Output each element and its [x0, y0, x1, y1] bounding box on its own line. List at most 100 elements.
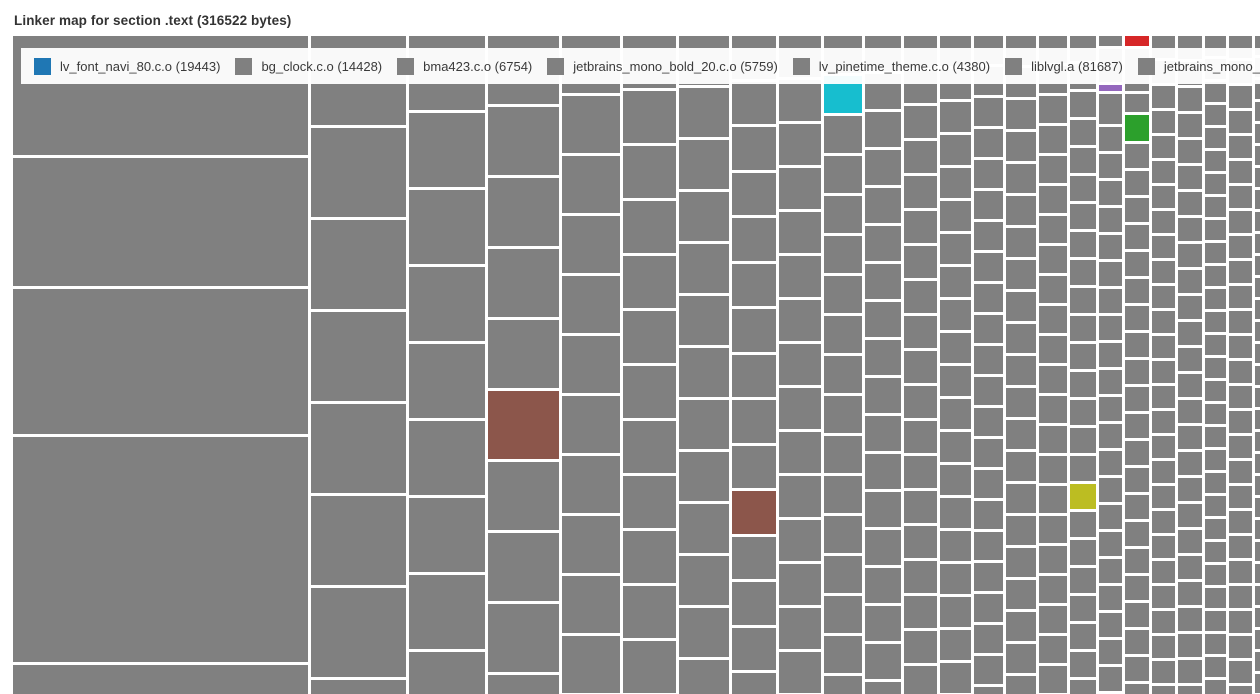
treemap-block[interactable] — [1229, 261, 1252, 283]
treemap-block[interactable] — [488, 462, 559, 530]
treemap-block[interactable] — [1125, 198, 1149, 222]
treemap-block[interactable] — [409, 652, 485, 694]
treemap-block[interactable] — [904, 176, 937, 208]
treemap-block[interactable] — [974, 284, 1003, 312]
treemap-block[interactable] — [1229, 586, 1252, 608]
treemap-block[interactable] — [1229, 611, 1252, 633]
treemap-block[interactable] — [409, 421, 485, 495]
treemap-block[interactable] — [940, 564, 971, 594]
treemap-block[interactable] — [1070, 400, 1096, 425]
treemap-block[interactable] — [562, 276, 620, 333]
treemap-block[interactable] — [974, 98, 1003, 126]
treemap-block[interactable] — [488, 604, 559, 672]
treemap-block[interactable] — [1006, 612, 1036, 641]
treemap-block[interactable] — [1125, 333, 1149, 357]
treemap-block[interactable] — [1205, 82, 1226, 102]
treemap-block[interactable] — [1039, 576, 1067, 603]
treemap-block[interactable] — [1229, 686, 1252, 694]
treemap-block[interactable] — [1125, 94, 1149, 112]
treemap-block[interactable] — [1229, 336, 1252, 358]
treemap-block[interactable] — [1152, 311, 1175, 333]
treemap-block[interactable] — [904, 526, 937, 558]
treemap-block[interactable] — [1229, 386, 1252, 408]
treemap-block[interactable] — [904, 246, 937, 278]
treemap-block[interactable] — [1178, 218, 1202, 241]
treemap-block[interactable] — [1099, 451, 1122, 475]
treemap-block[interactable] — [904, 281, 937, 313]
treemap-block[interactable] — [1099, 289, 1122, 313]
treemap-block[interactable] — [1099, 235, 1122, 259]
treemap-block[interactable] — [974, 656, 1003, 684]
treemap-block[interactable] — [623, 476, 676, 528]
treemap-block[interactable] — [562, 156, 620, 213]
treemap-block[interactable] — [1152, 136, 1175, 158]
treemap-block[interactable] — [1205, 105, 1226, 125]
treemap-block[interactable] — [1125, 387, 1149, 411]
treemap-block[interactable] — [1255, 586, 1260, 605]
treemap-block[interactable] — [1039, 396, 1067, 423]
treemap-block[interactable] — [940, 498, 971, 528]
treemap-block[interactable] — [1205, 588, 1226, 608]
treemap-block[interactable] — [940, 234, 971, 264]
treemap-block[interactable] — [1205, 404, 1226, 424]
treemap-block[interactable] — [1099, 36, 1122, 46]
treemap-block[interactable] — [311, 588, 406, 677]
treemap-block[interactable] — [679, 348, 729, 397]
treemap-block[interactable] — [1255, 542, 1260, 561]
treemap-block[interactable] — [1255, 652, 1260, 671]
treemap-block[interactable] — [1255, 388, 1260, 407]
treemap-block[interactable] — [779, 300, 821, 341]
treemap-block[interactable] — [974, 594, 1003, 622]
treemap-block[interactable] — [1178, 374, 1202, 397]
treemap-block[interactable] — [1178, 504, 1202, 527]
treemap-block[interactable] — [1070, 120, 1096, 145]
treemap-block[interactable] — [1255, 454, 1260, 473]
treemap-block[interactable] — [940, 300, 971, 330]
treemap-block[interactable] — [1178, 582, 1202, 605]
treemap-block[interactable] — [1099, 370, 1122, 394]
treemap-block[interactable] — [1152, 561, 1175, 583]
treemap-block[interactable] — [1039, 636, 1067, 663]
treemap-block[interactable] — [1125, 252, 1149, 276]
treemap-block[interactable] — [904, 386, 937, 418]
treemap-block[interactable] — [1255, 630, 1260, 649]
treemap-block[interactable] — [824, 556, 862, 593]
treemap-block[interactable] — [974, 160, 1003, 188]
treemap-block[interactable] — [13, 289, 308, 434]
treemap-block[interactable] — [1205, 128, 1226, 148]
treemap-block[interactable] — [1099, 478, 1122, 502]
treemap-block-olive[interactable] — [1070, 484, 1096, 509]
treemap-block[interactable] — [1070, 316, 1096, 341]
treemap-block[interactable] — [562, 456, 620, 513]
treemap-block[interactable] — [1070, 652, 1096, 677]
treemap-block[interactable] — [679, 192, 729, 241]
treemap-block[interactable] — [311, 128, 406, 217]
treemap-block[interactable] — [1099, 505, 1122, 529]
treemap-block[interactable] — [904, 631, 937, 663]
treemap-block[interactable] — [1099, 343, 1122, 367]
treemap-block[interactable] — [1039, 156, 1067, 183]
treemap-block[interactable] — [1006, 388, 1036, 417]
treemap-block[interactable] — [732, 172, 776, 215]
treemap-block[interactable] — [974, 315, 1003, 343]
treemap-block[interactable] — [1006, 196, 1036, 225]
treemap-block[interactable] — [865, 226, 901, 261]
treemap-block[interactable] — [1255, 80, 1260, 99]
treemap-block[interactable] — [1125, 603, 1149, 627]
treemap-block[interactable] — [940, 267, 971, 297]
treemap-block[interactable] — [1099, 208, 1122, 232]
treemap-block[interactable] — [865, 112, 901, 147]
treemap-block[interactable] — [623, 201, 676, 253]
treemap-block[interactable] — [1229, 161, 1252, 183]
treemap-block[interactable] — [1006, 164, 1036, 193]
treemap-block[interactable] — [1178, 556, 1202, 579]
treemap-block-purple[interactable] — [1099, 85, 1122, 91]
treemap-block[interactable] — [1205, 243, 1226, 263]
treemap-block[interactable] — [779, 476, 821, 517]
treemap-block[interactable] — [732, 309, 776, 352]
treemap-block[interactable] — [1152, 511, 1175, 533]
treemap-block[interactable] — [904, 491, 937, 523]
treemap-block[interactable] — [824, 436, 862, 473]
treemap-block[interactable] — [1006, 548, 1036, 577]
treemap-block[interactable] — [1125, 657, 1149, 681]
